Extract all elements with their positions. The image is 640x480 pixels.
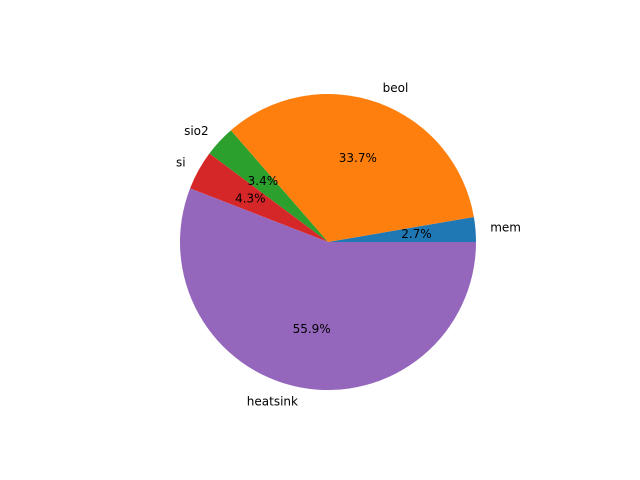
slice-pct-heatsink: 55.9% (293, 322, 331, 336)
slice-pct-si: 4.3% (235, 191, 266, 205)
slice-pct-sio2: 3.4% (248, 174, 279, 188)
slice-label-heatsink: heatsink (247, 395, 298, 409)
pie-slices (180, 94, 476, 391)
slice-label-beol: beol (383, 81, 409, 95)
slice-pct-mem: 2.7% (401, 227, 432, 241)
pie-slice-beol (230, 94, 474, 242)
slice-label-mem: mem (490, 221, 521, 235)
pie-slice-sio2 (209, 130, 328, 242)
pie-labels: mem 2.7% beol 33.7% sio2 3.4% si 4.3% heatsink 55… (176, 81, 521, 408)
pie-slice-heatsink (180, 188, 476, 391)
slice-pct-beol: 33.7% (339, 151, 377, 165)
slice-label-si: si (176, 156, 186, 170)
pie-slice-si (190, 153, 328, 242)
slice-label-sio2: sio2 (184, 124, 209, 138)
pie-slice-mem (328, 217, 476, 242)
